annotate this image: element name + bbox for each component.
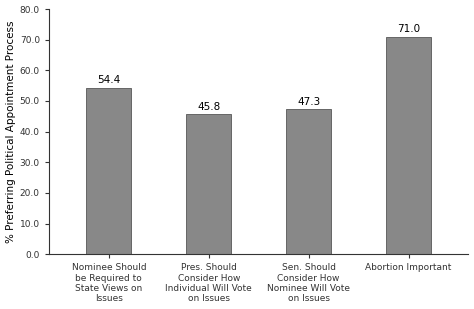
Bar — [86, 87, 131, 254]
Bar — [186, 114, 231, 254]
Text: 47.3: 47.3 — [297, 97, 320, 107]
Bar — [386, 37, 431, 254]
Text: 45.8: 45.8 — [197, 102, 220, 112]
Text: 71.0: 71.0 — [397, 24, 420, 35]
Text: 54.4: 54.4 — [97, 75, 120, 85]
Bar — [286, 109, 331, 254]
Y-axis label: % Preferring Political Appointment Process: % Preferring Political Appointment Proce… — [6, 20, 16, 243]
